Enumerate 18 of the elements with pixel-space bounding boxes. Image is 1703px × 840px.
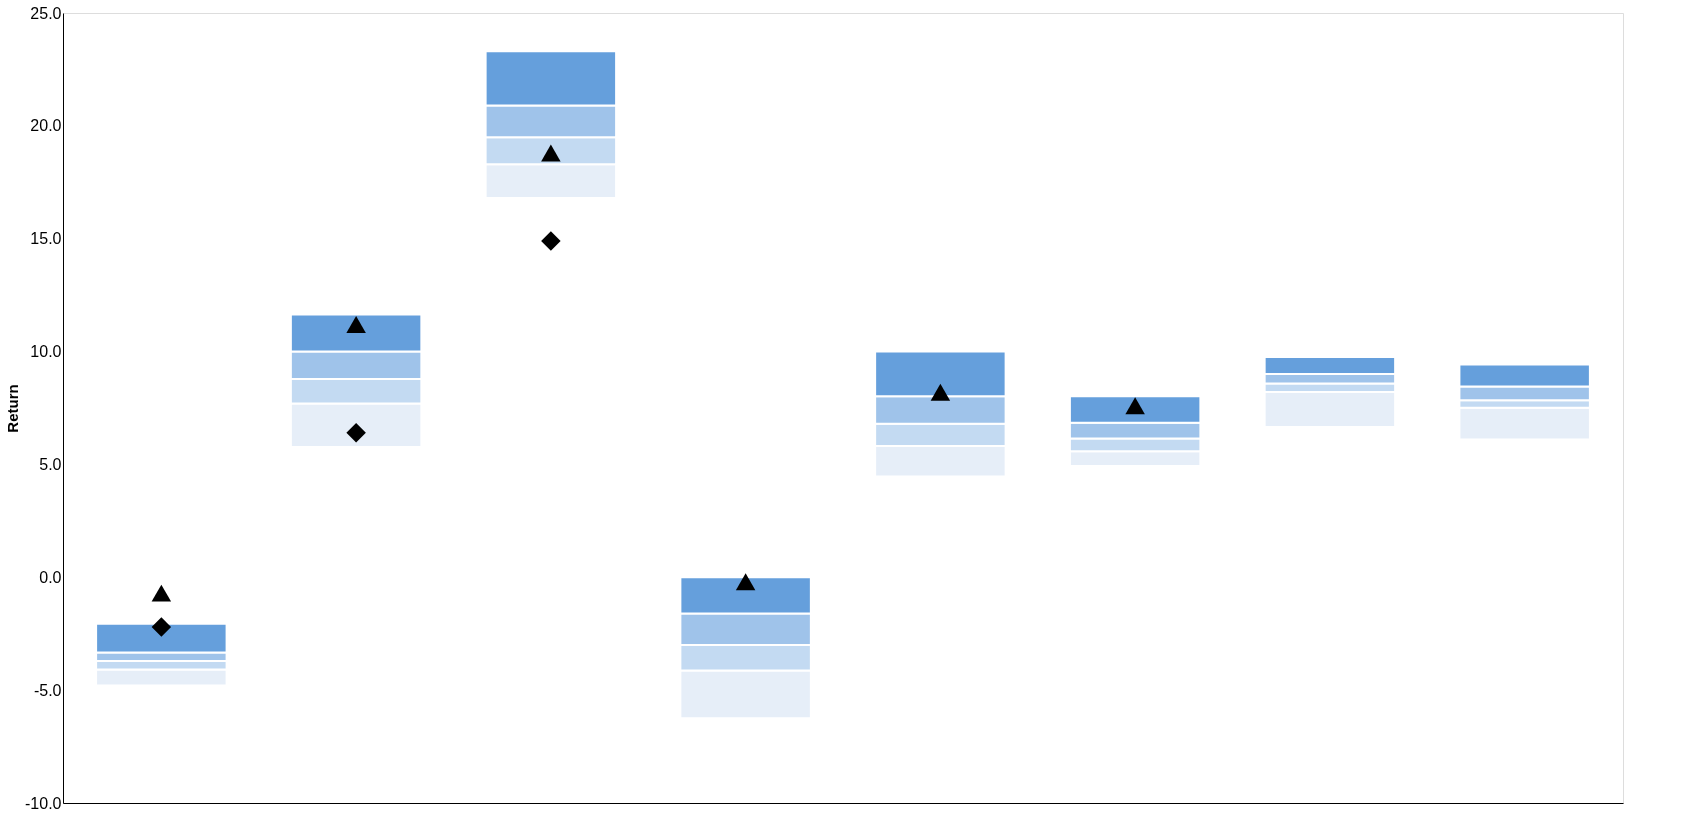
point: [151, 584, 172, 602]
point: [346, 316, 366, 333]
point: [735, 573, 756, 591]
y-axis-title: Return: [4, 384, 22, 433]
point: [1125, 397, 1145, 415]
point: [930, 383, 951, 401]
y-tick-label: 20.0: [30, 117, 62, 135]
y-tick-label: 25.0: [30, 4, 62, 22]
point: [541, 231, 561, 251]
y-tick-label: 5.0: [39, 455, 62, 473]
y-tick-label: 0.0: [39, 568, 62, 586]
point: [151, 617, 172, 637]
y-tick-label: 10.0: [30, 343, 62, 361]
y-tick-label: 15.0: [30, 230, 62, 248]
point: [541, 144, 561, 162]
y-tick-label: -10.0: [25, 794, 62, 812]
y-tick-label: -5.0: [33, 681, 62, 699]
point: [346, 423, 366, 443]
